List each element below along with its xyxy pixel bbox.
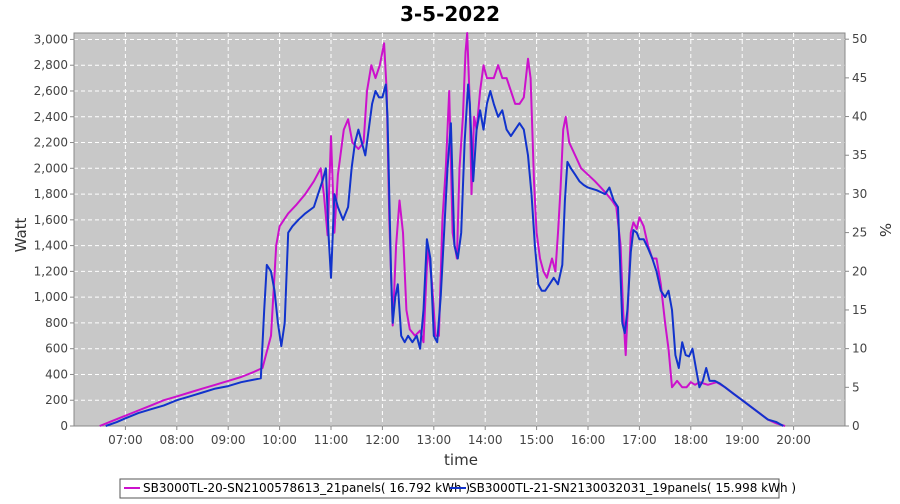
series-line-2 <box>105 83 784 427</box>
y2-tick-label: 20 <box>852 264 867 278</box>
x-tick-label: 09:00 <box>211 433 246 447</box>
y-tick-label: 3,000 <box>34 32 68 46</box>
y2-tick-label: 40 <box>852 110 867 124</box>
y2-tick-label: 45 <box>852 71 867 85</box>
y2-axis-title: % <box>876 223 894 237</box>
x-tick-label: 13:00 <box>417 433 452 447</box>
legend: SB3000TL-20-SN2100578613_21panels( 16.79… <box>119 478 796 499</box>
y-tick-label: 1,800 <box>34 187 68 201</box>
legend-box <box>119 478 780 499</box>
legend-label: SB3000TL-21-SN2130032031_19panels( 15.99… <box>469 481 796 495</box>
y2-tick-label: 5 <box>852 380 860 394</box>
y-tick-label: 200 <box>45 393 68 407</box>
y2-tick-label: 50 <box>852 32 867 46</box>
series-layer <box>99 32 786 427</box>
y2-tick-label: 35 <box>852 148 867 162</box>
y-tick-label: 2,200 <box>34 136 68 150</box>
plot-area <box>73 32 846 427</box>
x-axis-title: time <box>444 451 478 469</box>
y-tick-label: 1,600 <box>34 213 68 227</box>
x-tick-label: 19:00 <box>725 433 760 447</box>
y-tick-label: 600 <box>45 342 68 356</box>
x-tick-label: 16:00 <box>571 433 606 447</box>
y2-tick-label: 10 <box>852 342 867 356</box>
chart-title: 3-5-2022 <box>400 2 500 26</box>
y-tick-label: 2,400 <box>34 110 68 124</box>
y2-tick-label: 0 <box>852 419 860 433</box>
x-tick-label: 11:00 <box>314 433 349 447</box>
legend-label: SB3000TL-20-SN2100578613_21panels( 16.79… <box>143 481 470 495</box>
y2-tick-label: 15 <box>852 303 867 317</box>
x-tick-label: 07:00 <box>108 433 143 447</box>
y-tick-label: 1,200 <box>34 264 68 278</box>
y-tick-label: 2,000 <box>34 161 68 175</box>
y-tick-label: 0 <box>60 419 68 433</box>
y2-tick-label: 30 <box>852 187 867 201</box>
y-tick-label: 2,600 <box>34 84 68 98</box>
y-tick-label: 800 <box>45 316 68 330</box>
y-tick-label: 2,800 <box>34 58 68 72</box>
x-axis: 07:00 08:00 09:00 10:00 11:00 12:00 13:00 14:00… <box>74 425 845 447</box>
x-tick-label: 12:00 <box>365 433 400 447</box>
y-tick-label: 1,000 <box>34 290 68 304</box>
y2-axis: 0 5 10 15 20 25 30 35 40 45 50 <box>844 32 867 433</box>
x-tick-label: 15:00 <box>519 433 554 447</box>
x-tick-label: 17:00 <box>622 433 657 447</box>
y-tick-label: 1,400 <box>34 239 68 253</box>
x-tick-label: 08:00 <box>160 433 195 447</box>
x-tick-label: 14:00 <box>468 433 503 447</box>
y-axis: 0 200 400 600 800 1,000 1,200 1,400 1,600 1,800 2,… <box>34 32 75 433</box>
x-tick-label: 20:00 <box>776 433 811 447</box>
y-axis-title: Watt <box>12 217 30 252</box>
y-tick-label: 400 <box>45 367 68 381</box>
x-tick-label: 10:00 <box>262 433 297 447</box>
x-tick-label: 18:00 <box>674 433 709 447</box>
y2-tick-label: 25 <box>852 226 867 240</box>
